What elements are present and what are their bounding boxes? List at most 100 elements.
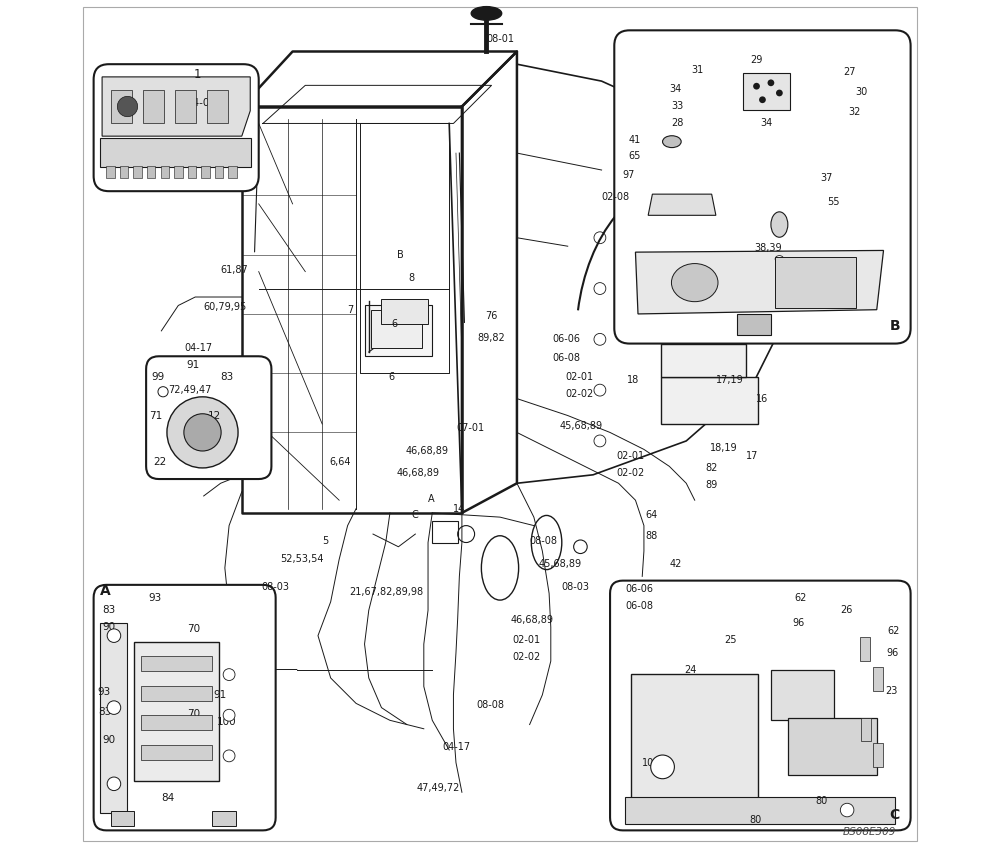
Text: 47,49,72: 47,49,72 — [417, 783, 460, 793]
Text: 37: 37 — [820, 174, 832, 183]
Text: 91: 91 — [187, 360, 200, 370]
Text: 02-01: 02-01 — [513, 635, 541, 644]
Bar — [111, 811, 134, 826]
Text: BS08E309: BS08E309 — [843, 827, 896, 837]
Text: 02-02: 02-02 — [513, 652, 541, 661]
Text: 08-08: 08-08 — [476, 700, 504, 710]
Circle shape — [776, 90, 783, 97]
Text: 93: 93 — [98, 688, 111, 697]
Text: 83: 83 — [98, 707, 111, 717]
Ellipse shape — [771, 212, 788, 237]
FancyBboxPatch shape — [94, 64, 259, 191]
Text: 06-08: 06-08 — [552, 353, 580, 363]
Text: 17: 17 — [746, 451, 758, 461]
Ellipse shape — [671, 264, 718, 302]
Text: A: A — [428, 494, 435, 504]
Text: 14: 14 — [168, 661, 181, 670]
Text: 33: 33 — [671, 101, 683, 111]
Circle shape — [107, 777, 121, 790]
Circle shape — [223, 709, 235, 721]
Bar — [120, 165, 128, 178]
Text: 04-17: 04-17 — [184, 343, 212, 353]
Bar — [147, 165, 155, 178]
Text: 16: 16 — [756, 393, 768, 404]
Text: 71: 71 — [150, 410, 163, 421]
Text: 80: 80 — [750, 815, 762, 825]
Text: 02-02: 02-02 — [565, 389, 593, 399]
Text: 46,68,89: 46,68,89 — [397, 468, 440, 478]
Text: 45,68,89: 45,68,89 — [559, 421, 602, 431]
Text: 29: 29 — [750, 55, 762, 65]
Text: 38,39: 38,39 — [754, 243, 782, 253]
Text: 06-06: 06-06 — [552, 334, 580, 344]
Text: 1: 1 — [194, 68, 201, 81]
Bar — [141, 685, 212, 700]
Text: 90: 90 — [102, 622, 115, 633]
Bar — [661, 343, 746, 377]
Bar — [141, 715, 212, 730]
Circle shape — [223, 750, 235, 762]
Text: 30: 30 — [856, 87, 868, 98]
Circle shape — [759, 97, 766, 103]
Bar — [100, 138, 251, 167]
Text: 07-01: 07-01 — [456, 423, 484, 433]
Text: 96: 96 — [792, 618, 804, 628]
Bar — [861, 717, 871, 741]
Text: 27: 27 — [844, 67, 856, 77]
Bar — [873, 743, 883, 767]
Text: 02-01: 02-01 — [565, 372, 593, 382]
Text: 34: 34 — [669, 84, 682, 94]
Text: 91: 91 — [214, 690, 227, 700]
Bar — [625, 796, 895, 823]
Bar — [161, 165, 169, 178]
Bar — [141, 656, 212, 672]
Text: 08-01: 08-01 — [486, 34, 514, 44]
Text: 08-03: 08-03 — [261, 582, 289, 592]
Text: 23: 23 — [885, 686, 898, 695]
Bar — [201, 165, 210, 178]
Bar — [133, 165, 142, 178]
FancyBboxPatch shape — [146, 356, 271, 479]
Text: 18,19: 18,19 — [710, 443, 738, 453]
Text: 70: 70 — [187, 624, 200, 633]
Bar — [661, 377, 758, 424]
Circle shape — [753, 83, 760, 90]
Polygon shape — [631, 674, 758, 798]
Text: 65: 65 — [629, 152, 641, 161]
FancyBboxPatch shape — [381, 298, 428, 324]
Text: 89,82: 89,82 — [477, 332, 505, 343]
Bar — [207, 90, 228, 124]
Text: 52,53,54: 52,53,54 — [280, 555, 323, 565]
Text: A: A — [100, 583, 111, 598]
Text: 83: 83 — [221, 371, 234, 382]
Text: 41: 41 — [629, 135, 641, 144]
Text: 21,67,82,89,98: 21,67,82,89,98 — [349, 587, 423, 597]
Text: B: B — [889, 319, 900, 332]
FancyBboxPatch shape — [365, 305, 432, 356]
Circle shape — [768, 80, 774, 86]
Text: C: C — [889, 808, 900, 822]
Text: 99: 99 — [151, 372, 164, 382]
Text: 82: 82 — [705, 463, 717, 473]
Circle shape — [107, 700, 121, 714]
Text: 6: 6 — [388, 372, 394, 382]
Text: 42: 42 — [669, 559, 682, 569]
Circle shape — [107, 629, 121, 643]
Ellipse shape — [471, 7, 502, 20]
Text: 80: 80 — [815, 795, 827, 806]
Text: 5: 5 — [322, 536, 328, 546]
Text: 89: 89 — [705, 480, 717, 490]
Bar — [737, 314, 771, 335]
Bar — [111, 90, 132, 124]
Bar — [860, 638, 870, 661]
Bar — [188, 165, 196, 178]
Bar — [175, 90, 196, 124]
Bar — [215, 165, 223, 178]
Bar — [228, 165, 237, 178]
Text: 24: 24 — [685, 665, 697, 674]
Text: 04-17: 04-17 — [442, 742, 471, 752]
Text: 88: 88 — [646, 531, 658, 541]
Bar — [100, 623, 127, 813]
Circle shape — [184, 414, 221, 451]
Text: 83: 83 — [102, 605, 115, 616]
